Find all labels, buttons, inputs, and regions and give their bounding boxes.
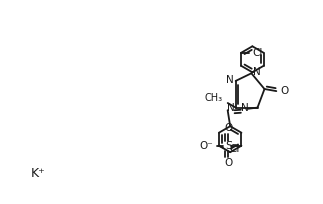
Text: N: N bbox=[254, 67, 261, 77]
Text: Cl: Cl bbox=[230, 144, 240, 154]
Text: N: N bbox=[226, 75, 234, 85]
Text: CH₃: CH₃ bbox=[204, 93, 223, 103]
Text: Cl: Cl bbox=[252, 48, 262, 58]
Text: N: N bbox=[241, 103, 249, 113]
Text: O: O bbox=[224, 158, 233, 168]
Text: O: O bbox=[224, 123, 233, 133]
Text: O⁻: O⁻ bbox=[199, 141, 213, 151]
Text: K⁺: K⁺ bbox=[31, 167, 46, 180]
Text: O: O bbox=[280, 86, 288, 96]
Text: N: N bbox=[227, 103, 234, 113]
Text: S: S bbox=[225, 141, 232, 151]
